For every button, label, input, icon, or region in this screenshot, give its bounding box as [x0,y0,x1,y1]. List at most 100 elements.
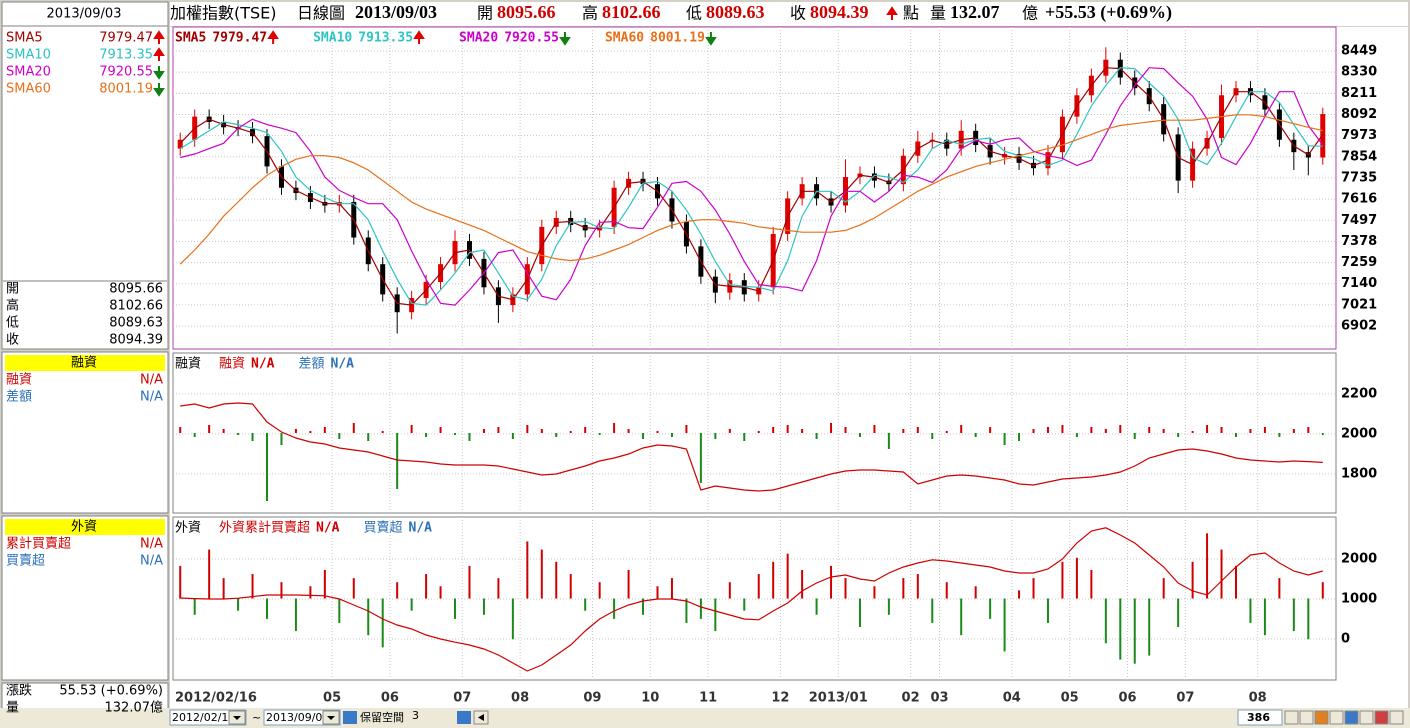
left-value: 8094.39 [109,333,163,348]
header-text: 8094.39 [810,2,869,22]
header-text: 點 [903,4,919,23]
header-text: 開 [477,4,493,23]
bar [801,429,804,433]
bar [468,565,471,599]
y-tick-label: 8092 [1341,107,1377,122]
line [180,527,1323,672]
x-tick-label: 05 [1061,691,1079,706]
y-tick-label: 8330 [1341,65,1377,80]
bar [208,425,211,433]
bar [280,582,283,599]
bar [555,561,558,599]
bar [714,433,717,439]
y-tick-label: 1800 [1341,467,1377,482]
start-date: 2012/02/16 [172,711,235,724]
left-info-box [1,1,169,350]
bar [960,425,963,433]
bar [1148,427,1151,433]
tool-button[interactable] [1359,710,1374,725]
bar [338,433,341,439]
bar [1119,425,1122,433]
x-tick-label: 06 [381,691,399,706]
y-tick-label: 8211 [1341,86,1377,101]
bar [323,569,326,599]
bar [237,598,240,611]
bar [179,427,182,433]
bar [1220,427,1223,433]
bar [974,433,977,437]
left-foreign-box [1,515,169,681]
bar [627,569,630,599]
bar [237,433,240,435]
header-text: 132.07 [950,2,1000,22]
y-tick-label: 7259 [1341,255,1377,270]
bar [193,598,196,615]
tool-button[interactable] [1374,710,1389,725]
bar [352,423,355,433]
header-text: 收 [790,4,806,23]
bar [1032,429,1035,433]
bar [1307,598,1310,640]
left-value: 8102.66 [109,299,163,314]
bar [367,598,370,636]
bar [1133,598,1136,664]
trend-arrow [153,83,165,97]
separator: ~ [252,711,261,724]
tool-button[interactable] [1389,710,1404,725]
end-date-input[interactable] [263,709,341,726]
left-value: N/A [140,390,163,405]
bar [1148,598,1151,656]
legend-name: 外資累計買賣超 [219,520,310,536]
bar [1249,429,1252,433]
tool-button[interactable] [1314,710,1329,725]
y-tick-label: 6902 [1341,319,1377,334]
icon-button[interactable] [457,711,471,724]
bar [685,425,688,433]
scroll-right-button[interactable] [1284,710,1299,725]
bar [309,586,312,599]
bar [714,598,717,632]
tool-button[interactable] [1329,710,1344,725]
left-sma-name: SMA5 [6,31,43,46]
bar [743,598,746,611]
section-title: 外資 [71,520,97,535]
trend-arrow [413,30,425,44]
zoom-in-button[interactable] [1299,710,1314,725]
sma-line [179,114,1323,265]
left-value: 8089.63 [109,316,163,331]
bar [670,433,673,437]
bar [1263,598,1266,636]
bar [887,598,890,615]
start-date-input[interactable] [169,709,247,726]
tool-button[interactable] [1344,710,1359,725]
bar [1018,590,1021,599]
trend-arrow [886,6,898,20]
y-tick-label: 7735 [1341,170,1377,185]
icon-button[interactable] [343,711,357,724]
trend-arrow [559,32,571,46]
bar [1046,427,1049,433]
y-tick-label: 7973 [1341,128,1377,143]
x-tick-label: 08 [511,691,529,706]
y-tick-label: 2000 [1341,552,1377,567]
space-label: 保留空間 [360,710,404,724]
bar [902,429,905,433]
bar-count: 386 [1247,711,1270,724]
bar [540,549,543,599]
bar [1234,433,1237,437]
legend-title: 外資 [175,521,201,536]
bar [294,598,297,632]
bar [1206,425,1209,433]
bar [931,433,934,439]
dropdown-icon [233,716,241,720]
date-box [1,1,169,27]
bar [526,425,529,433]
left-label: 收 [6,333,19,348]
y-tick-label: 7854 [1341,149,1377,164]
bar [1061,561,1064,599]
bar [1278,433,1281,437]
bar [1177,433,1180,437]
legend-name: 差額 [299,357,325,372]
bar [1133,433,1136,439]
trend-arrow [153,47,165,61]
